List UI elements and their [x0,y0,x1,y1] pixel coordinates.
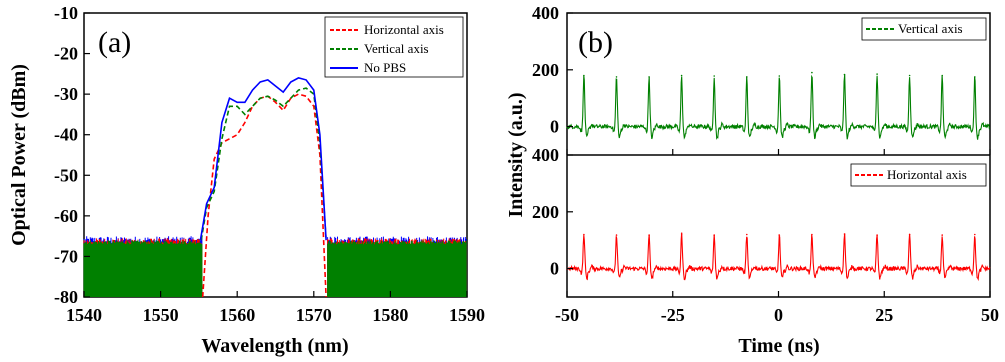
legend-label-no-pbs: No PBS [364,60,406,75]
x-tick-label: 1570 [296,305,332,325]
x-tick-label: 0 [774,305,783,325]
pulse-peak-point [713,234,715,236]
y-tick-label: -40 [54,125,78,145]
y-tick-label: -20 [54,44,78,64]
panel-b-x-axis-label: Time (ns) [738,335,819,357]
y-tick-label: 0 [550,117,559,137]
panel-a-x-axis-label: Wavelength (nm) [201,335,348,357]
pulse-peak-point [811,72,813,74]
y-tick-label: -80 [54,287,78,307]
pulse-peak-point [583,234,585,236]
pulse-train-vertical [567,75,990,140]
y-tick-label: -60 [54,206,78,226]
legend-label-horizontal: Horizontal axis [364,22,444,37]
pulse-peak-point [681,75,683,77]
pulse-peak-point [811,234,813,236]
y-tick-label: 200 [532,202,559,222]
panel-a-noise-layer [84,236,466,297]
pulse-peak-point [616,234,618,236]
legend-label-vertical: Vertical axis [364,41,429,56]
pulse-peak-point [844,233,846,235]
panel-b-label: (b) [578,26,613,59]
pulse-train-horizontal [567,233,990,280]
pulse-peak-point [648,234,650,236]
panel-b-bottom-legend: Horizontal axis [851,164,986,186]
y-tick-label: -70 [54,246,78,266]
pulse-peak-point [779,234,781,236]
x-tick-label: 1590 [449,305,485,325]
y-tick-label: -10 [54,3,78,23]
pulse-peak-point [974,234,976,236]
panel-b: -50 -25 0 25 50 400 200 0 400 200 0 (b) Time (ns)… [505,3,999,357]
pulse-peak-point [844,74,846,76]
pulse-peak-point [941,75,943,77]
x-tick-label: 1580 [372,305,408,325]
y-tick-label: 200 [532,60,559,80]
pulse-peak-point [746,234,748,236]
y-tick-label: 0 [550,259,559,279]
x-tick-label: 1560 [219,305,255,325]
pulse-peak-point [583,75,585,77]
y-tick-label: -30 [54,84,78,104]
y-tick-label: 400 [532,145,559,165]
legend-label-horizontal-b: Horizontal axis [887,167,967,182]
legend-label-vertical-b: Vertical axis [898,21,963,36]
y-tick-label: -50 [54,165,78,185]
pulse-peak-point [713,75,715,77]
x-tick-label: -25 [661,305,685,325]
x-tick-label: 1540 [66,305,102,325]
panel-b-top-legend: Vertical axis [862,18,986,40]
y-tick-label: 400 [532,3,559,23]
x-tick-label: 25 [875,305,893,325]
panel-a-legend: Horizontal axis Vertical axis No PBS [325,17,463,77]
panel-a-y-axis-label: Optical Power (dBm) [8,64,30,246]
pulse-peak-point [779,75,781,77]
panel-a-label: (a) [98,26,131,59]
spectrum-line-vertical [201,88,326,240]
panel-b-y-axis-label: Intensity (a.u.) [505,92,527,217]
pulse-peak-point [909,234,911,236]
noise-floor-green-left [84,240,202,297]
pulse-peak-point [746,76,748,78]
x-tick-label: 50 [981,305,999,325]
pulse-peak-point [616,76,618,78]
x-tick-label: -50 [555,305,579,325]
pulse-peak-point [876,73,878,75]
pulse-peak-point [681,233,683,235]
pulse-peak-point [941,234,943,236]
pulse-peak-point [974,76,976,78]
noise-floor-green-right [328,240,467,297]
pulse-peak-point [909,75,911,77]
pulse-peak-point [648,76,650,78]
x-tick-label: 1550 [143,305,179,325]
panel-a-series-layer [200,78,326,297]
panel-a: 1540 1550 1560 1570 1580 1590 -10 -20 -30 -40 -50… [8,3,485,357]
pulse-peak-point [876,234,878,236]
